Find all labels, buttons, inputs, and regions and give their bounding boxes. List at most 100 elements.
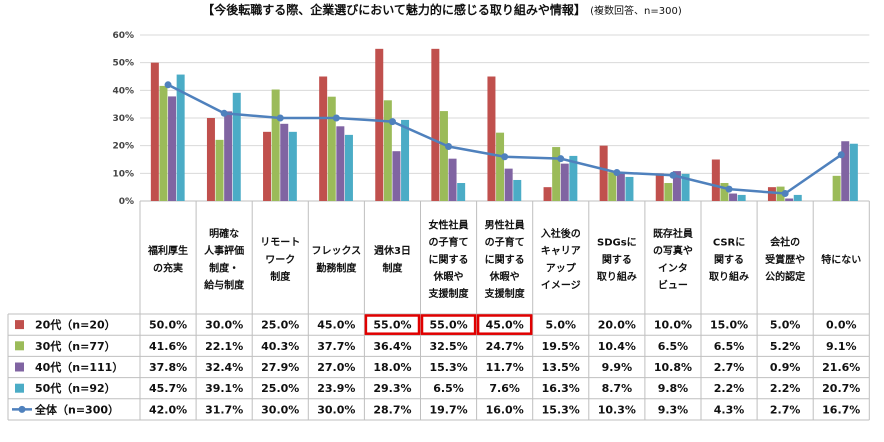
legend-swatch — [15, 320, 24, 330]
table-value: 27.9% — [261, 361, 299, 374]
bar — [159, 85, 168, 201]
table-value: 39.1% — [205, 382, 243, 395]
bar — [599, 145, 608, 201]
bar — [431, 48, 440, 202]
y-tick-label: 0% — [119, 197, 134, 207]
table-value: 55.0% — [373, 319, 411, 332]
category-label: リモートワーク制度 — [260, 237, 300, 283]
bar — [569, 155, 578, 201]
table-value: 45.0% — [317, 319, 355, 332]
bar — [560, 163, 569, 201]
bar — [849, 143, 858, 201]
table-value: 29.3% — [373, 382, 411, 395]
bar — [319, 76, 328, 201]
bar — [552, 147, 561, 201]
total-line-point — [388, 118, 396, 126]
table-value: 15.3% — [542, 403, 580, 416]
total-line-point — [332, 114, 340, 122]
table-value: 9.1% — [826, 340, 857, 353]
legend-label: 全体（n=300） — [34, 402, 119, 416]
total-line-point — [445, 142, 453, 150]
bar — [271, 89, 280, 201]
table-value: 10.4% — [598, 340, 636, 353]
bar — [150, 62, 159, 201]
table-value: 41.6% — [149, 340, 187, 353]
table-value: 28.7% — [373, 403, 411, 416]
bar — [375, 48, 384, 202]
bar — [487, 76, 496, 201]
total-line-point — [276, 114, 284, 122]
total-line-point — [164, 81, 172, 89]
bar — [737, 194, 746, 201]
table-value: 2.7% — [770, 403, 801, 416]
total-line-point — [725, 185, 733, 193]
bars — [150, 48, 858, 202]
table-value: 37.7% — [317, 340, 355, 353]
bar — [711, 159, 720, 201]
bar — [215, 139, 224, 201]
total-line-point — [613, 169, 621, 177]
bar — [625, 176, 634, 201]
table-value: 0.9% — [770, 361, 801, 374]
table-value: 15.0% — [710, 319, 748, 332]
category-label: 明確な人事評価制度・給与制度 — [204, 227, 245, 292]
y-tick-label: 60% — [112, 31, 134, 41]
bar — [439, 111, 448, 201]
legend-label: 30代（n=77） — [35, 339, 116, 353]
bar — [383, 100, 392, 201]
legend-swatch — [15, 362, 24, 372]
y-tick-label: 50% — [112, 59, 134, 69]
table-value: 16.3% — [542, 382, 580, 395]
table-value: 2.2% — [770, 382, 801, 395]
table-value: 32.5% — [429, 340, 467, 353]
table-value: 22.1% — [205, 340, 243, 353]
bar — [785, 198, 794, 201]
table-value: 9.3% — [658, 403, 689, 416]
bar — [720, 183, 729, 201]
table-value: 27.0% — [317, 361, 355, 374]
legend-label: 40代（n=111） — [35, 360, 123, 374]
bar — [392, 151, 401, 201]
table-value: 30.0% — [261, 403, 299, 416]
bar — [767, 187, 776, 201]
bar — [288, 131, 297, 201]
bar — [344, 134, 353, 201]
table-value: 21.6% — [822, 361, 860, 374]
table-value: 0.0% — [826, 319, 857, 332]
bar — [664, 183, 673, 201]
table-value: 8.7% — [602, 382, 633, 395]
bar — [841, 141, 850, 201]
bar — [793, 194, 802, 201]
table-value: 6.5% — [714, 340, 745, 353]
y-tick-label: 20% — [112, 142, 134, 152]
category-label: 会社の受賞歴や公的認定 — [765, 236, 805, 283]
bar — [543, 187, 552, 201]
table-value: 10.8% — [654, 361, 692, 374]
table-value: 6.5% — [658, 340, 689, 353]
total-line-point — [669, 171, 677, 179]
table-value: 37.8% — [149, 361, 187, 374]
total-line-point — [837, 151, 845, 159]
table-value: 45.7% — [149, 382, 187, 395]
table-value: 55.0% — [429, 319, 467, 332]
bar — [263, 131, 272, 201]
category-label: 女性社員の子育てに関する休暇や支援制度 — [428, 218, 470, 300]
table-value: 5.2% — [770, 340, 801, 353]
table-value: 24.7% — [486, 340, 524, 353]
category-label: フレックス勤務制度 — [311, 245, 361, 274]
category-label: 福利厚生の充実 — [147, 244, 188, 274]
table-value: 9.9% — [602, 361, 633, 374]
table-value: 25.0% — [261, 319, 299, 332]
category-label: 入社後のキャリアアップイメージ — [541, 227, 581, 292]
table-value: 32.4% — [205, 361, 243, 374]
bar — [616, 173, 625, 201]
bar — [232, 92, 241, 201]
bar — [168, 96, 177, 201]
chart-title: 【今後転職する際、企業選びにおいて魅力的に感じる取り組みや情報】 (複数回答、n… — [202, 2, 682, 17]
total-line-point — [781, 190, 789, 198]
y-tick-label: 40% — [112, 86, 134, 96]
table-value: 2.7% — [714, 361, 745, 374]
table-value: 42.0% — [149, 403, 187, 416]
highlight-box — [364, 314, 421, 335]
